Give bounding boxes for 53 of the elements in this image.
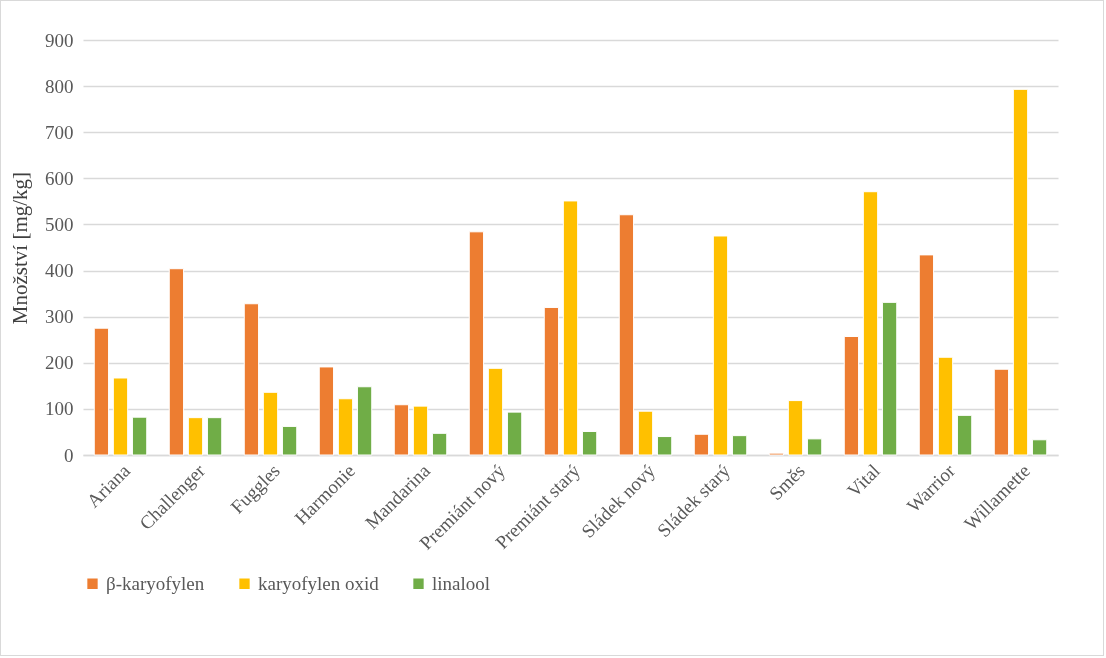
y-tick-label: 0 (64, 444, 74, 466)
legend-label: β-karyofylen (106, 572, 205, 594)
bar (843, 335, 860, 456)
bar (937, 356, 954, 456)
bar (412, 405, 429, 456)
bar (131, 416, 148, 456)
x-tick-label: Vital (843, 460, 884, 501)
bar (918, 254, 935, 456)
bar (1031, 439, 1048, 456)
bar (112, 377, 129, 456)
y-tick-label: 500 (45, 213, 74, 235)
bar (187, 417, 204, 456)
bar (618, 214, 635, 456)
bar (543, 306, 560, 456)
bar (562, 200, 579, 456)
y-tick-label: 100 (45, 398, 74, 420)
bar (356, 386, 373, 456)
legend-label: linalool (432, 572, 491, 594)
bar (693, 433, 710, 456)
y-tick-label: 700 (45, 121, 74, 143)
y-tick-label: 600 (45, 167, 74, 189)
bar (862, 191, 879, 456)
y-tick-label: 800 (45, 75, 74, 97)
y-tick-label: 400 (45, 260, 74, 282)
bar (993, 368, 1010, 456)
bar (956, 414, 973, 456)
bar (243, 303, 260, 456)
bar (806, 438, 823, 456)
bar (712, 235, 729, 456)
bar (581, 430, 598, 456)
bar (318, 366, 335, 456)
bar (637, 410, 654, 456)
bar (1012, 88, 1029, 456)
bar (168, 268, 185, 456)
bar (337, 398, 354, 456)
bar (431, 432, 448, 456)
bar (487, 367, 504, 456)
bar (262, 391, 279, 456)
bar (787, 400, 804, 456)
bar (731, 435, 748, 456)
bar (656, 436, 673, 456)
bar (281, 425, 298, 456)
y-tick-label: 900 (45, 29, 74, 51)
legend-label: karyofylen oxid (258, 572, 380, 594)
bar (506, 411, 523, 456)
bar (206, 417, 223, 456)
bar (468, 231, 485, 456)
y-tick-label: 200 (45, 352, 74, 374)
y-tick-label: 300 (45, 306, 74, 328)
y-axis-title: Množství [mg/kg] (8, 171, 32, 325)
bar (393, 404, 410, 456)
bar (93, 327, 110, 456)
bar (881, 301, 898, 456)
